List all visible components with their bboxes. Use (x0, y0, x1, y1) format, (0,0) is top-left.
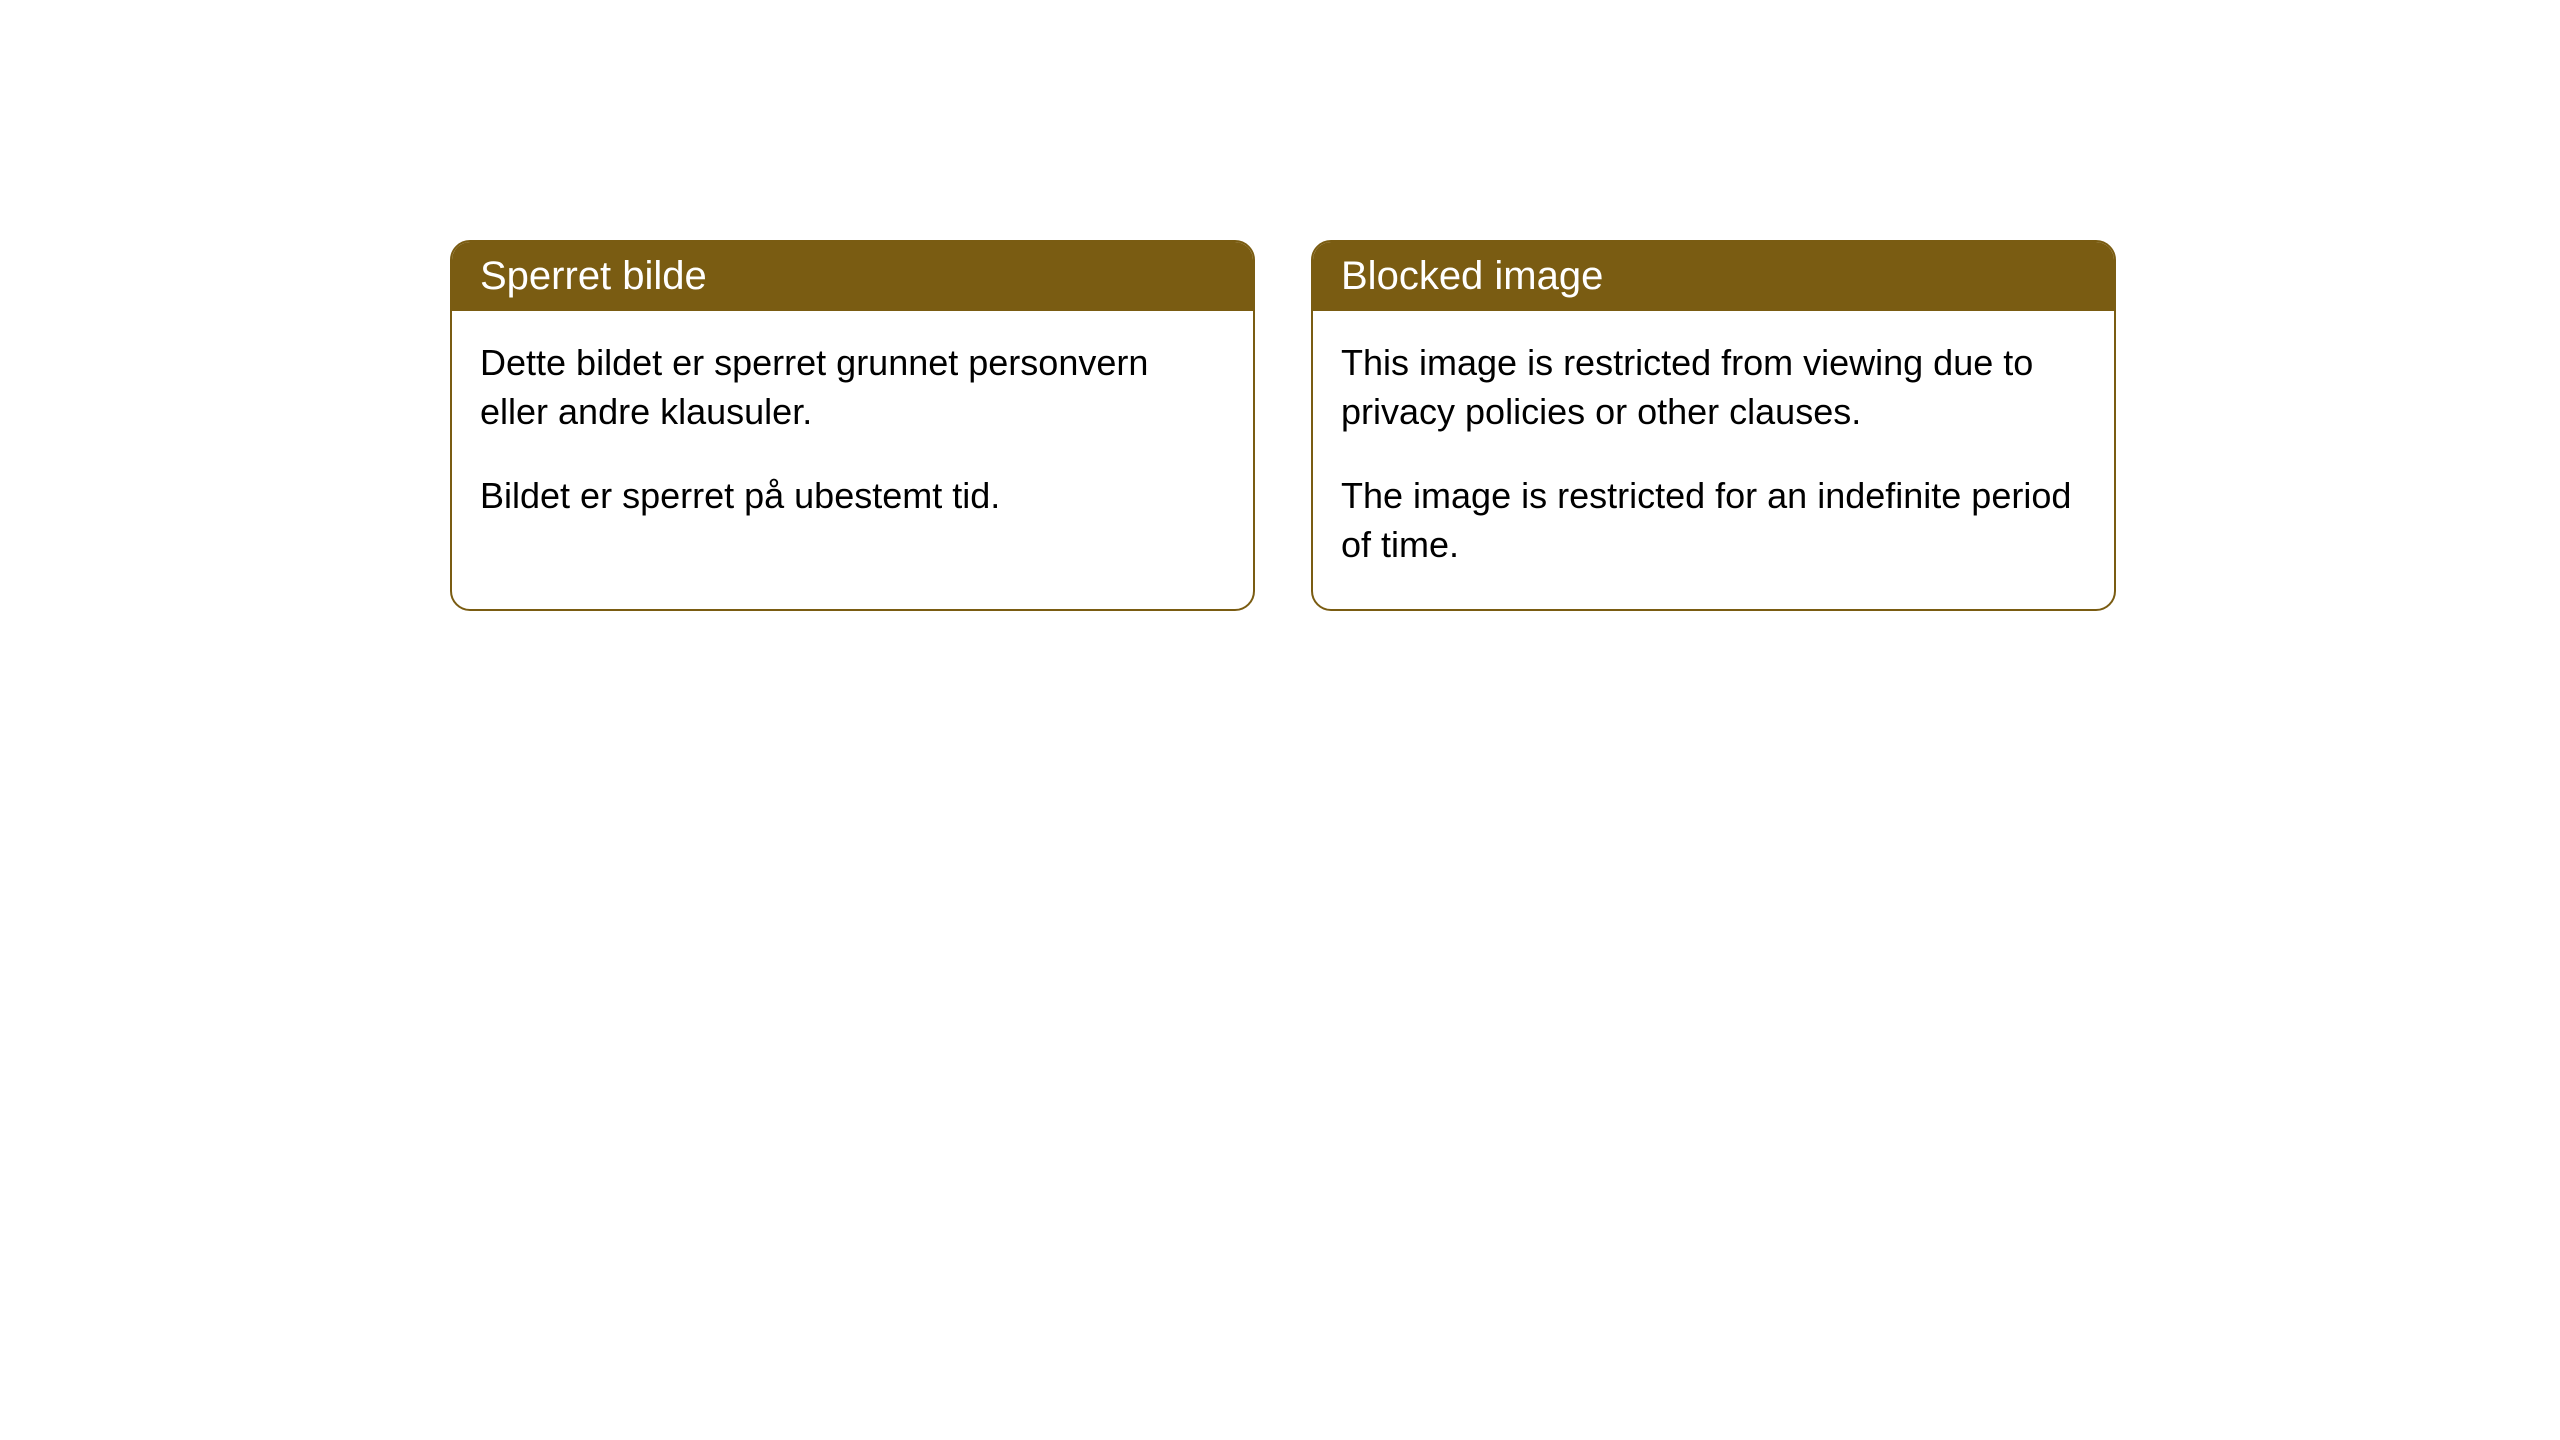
card-body-norwegian: Dette bildet er sperret grunnet personve… (452, 311, 1253, 561)
card-title: Blocked image (1341, 254, 1603, 298)
card-paragraph: This image is restricted from viewing du… (1341, 339, 2086, 436)
card-header-english: Blocked image (1313, 242, 2114, 311)
card-paragraph: The image is restricted for an indefinit… (1341, 472, 2086, 569)
card-paragraph: Dette bildet er sperret grunnet personve… (480, 339, 1225, 436)
notice-cards-container: Sperret bilde Dette bildet er sperret gr… (450, 240, 2116, 611)
card-body-english: This image is restricted from viewing du… (1313, 311, 2114, 609)
blocked-image-card-english: Blocked image This image is restricted f… (1311, 240, 2116, 611)
card-paragraph: Bildet er sperret på ubestemt tid. (480, 472, 1225, 521)
card-header-norwegian: Sperret bilde (452, 242, 1253, 311)
card-title: Sperret bilde (480, 254, 707, 298)
blocked-image-card-norwegian: Sperret bilde Dette bildet er sperret gr… (450, 240, 1255, 611)
